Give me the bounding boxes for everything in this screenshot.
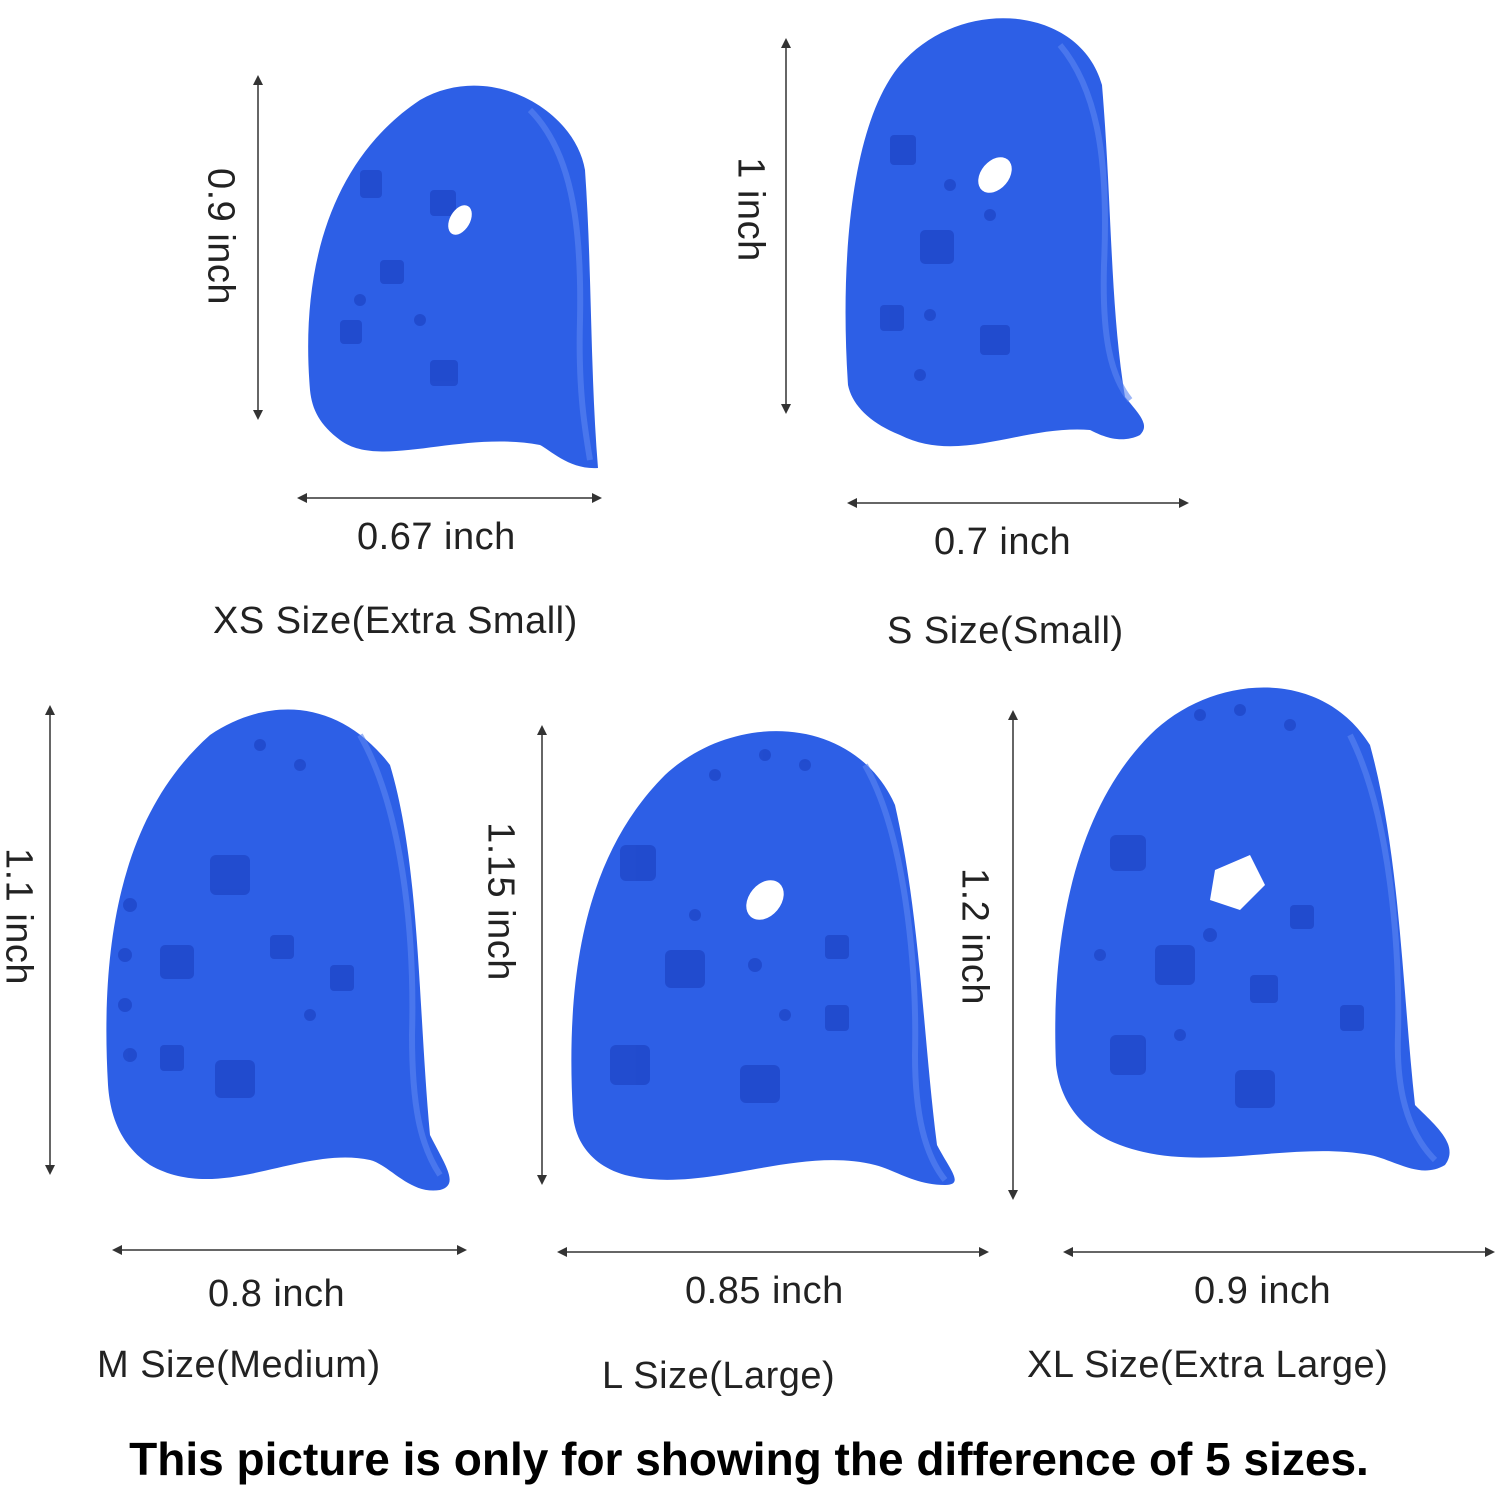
width-arrow-xs <box>297 493 602 503</box>
thimble-icon-m <box>106 709 450 1191</box>
size-label-m: M Size(Medium) <box>97 1344 381 1386</box>
height-arrow-m <box>45 705 55 1175</box>
height-arrow-xs <box>253 75 263 420</box>
width-label-xl: 0.9 inch <box>1194 1270 1332 1312</box>
thimble-icon-xl <box>1055 687 1450 1171</box>
height-label-xl: 1.2 inch <box>953 867 996 1006</box>
footer-note: This picture is only for showing the dif… <box>129 1433 1369 1485</box>
width-arrow-l <box>557 1247 989 1257</box>
height-label-xs: 0.9 inch <box>199 167 242 306</box>
width-label-xs: 0.67 inch <box>357 516 516 558</box>
width-label-s: 0.7 inch <box>934 521 1072 563</box>
width-label-l: 0.85 inch <box>685 1270 844 1312</box>
width-arrow-xl <box>1063 1247 1495 1257</box>
width-arrow-m <box>112 1245 467 1255</box>
size-label-l: L Size(Large) <box>602 1355 836 1397</box>
width-arrow-s <box>847 498 1189 508</box>
height-label-s: 1 inch <box>729 157 772 262</box>
size-label-xl: XL Size(Extra Large) <box>1027 1344 1389 1386</box>
height-label-l: 1.15 inch <box>479 822 522 981</box>
height-arrow-s <box>781 38 791 414</box>
height-label-m: 1.1 inch <box>0 847 40 986</box>
size-label-xs: XS Size(Extra Small) <box>213 600 578 642</box>
size-label-s: S Size(Small) <box>887 610 1124 652</box>
width-label-m: 0.8 inch <box>208 1273 346 1315</box>
height-arrow-l <box>537 725 547 1185</box>
thimble-icon-xs <box>308 85 598 469</box>
thimble-icon-s <box>845 18 1145 447</box>
height-arrow-xl <box>1008 710 1018 1200</box>
thimble-icon-l <box>571 731 955 1185</box>
